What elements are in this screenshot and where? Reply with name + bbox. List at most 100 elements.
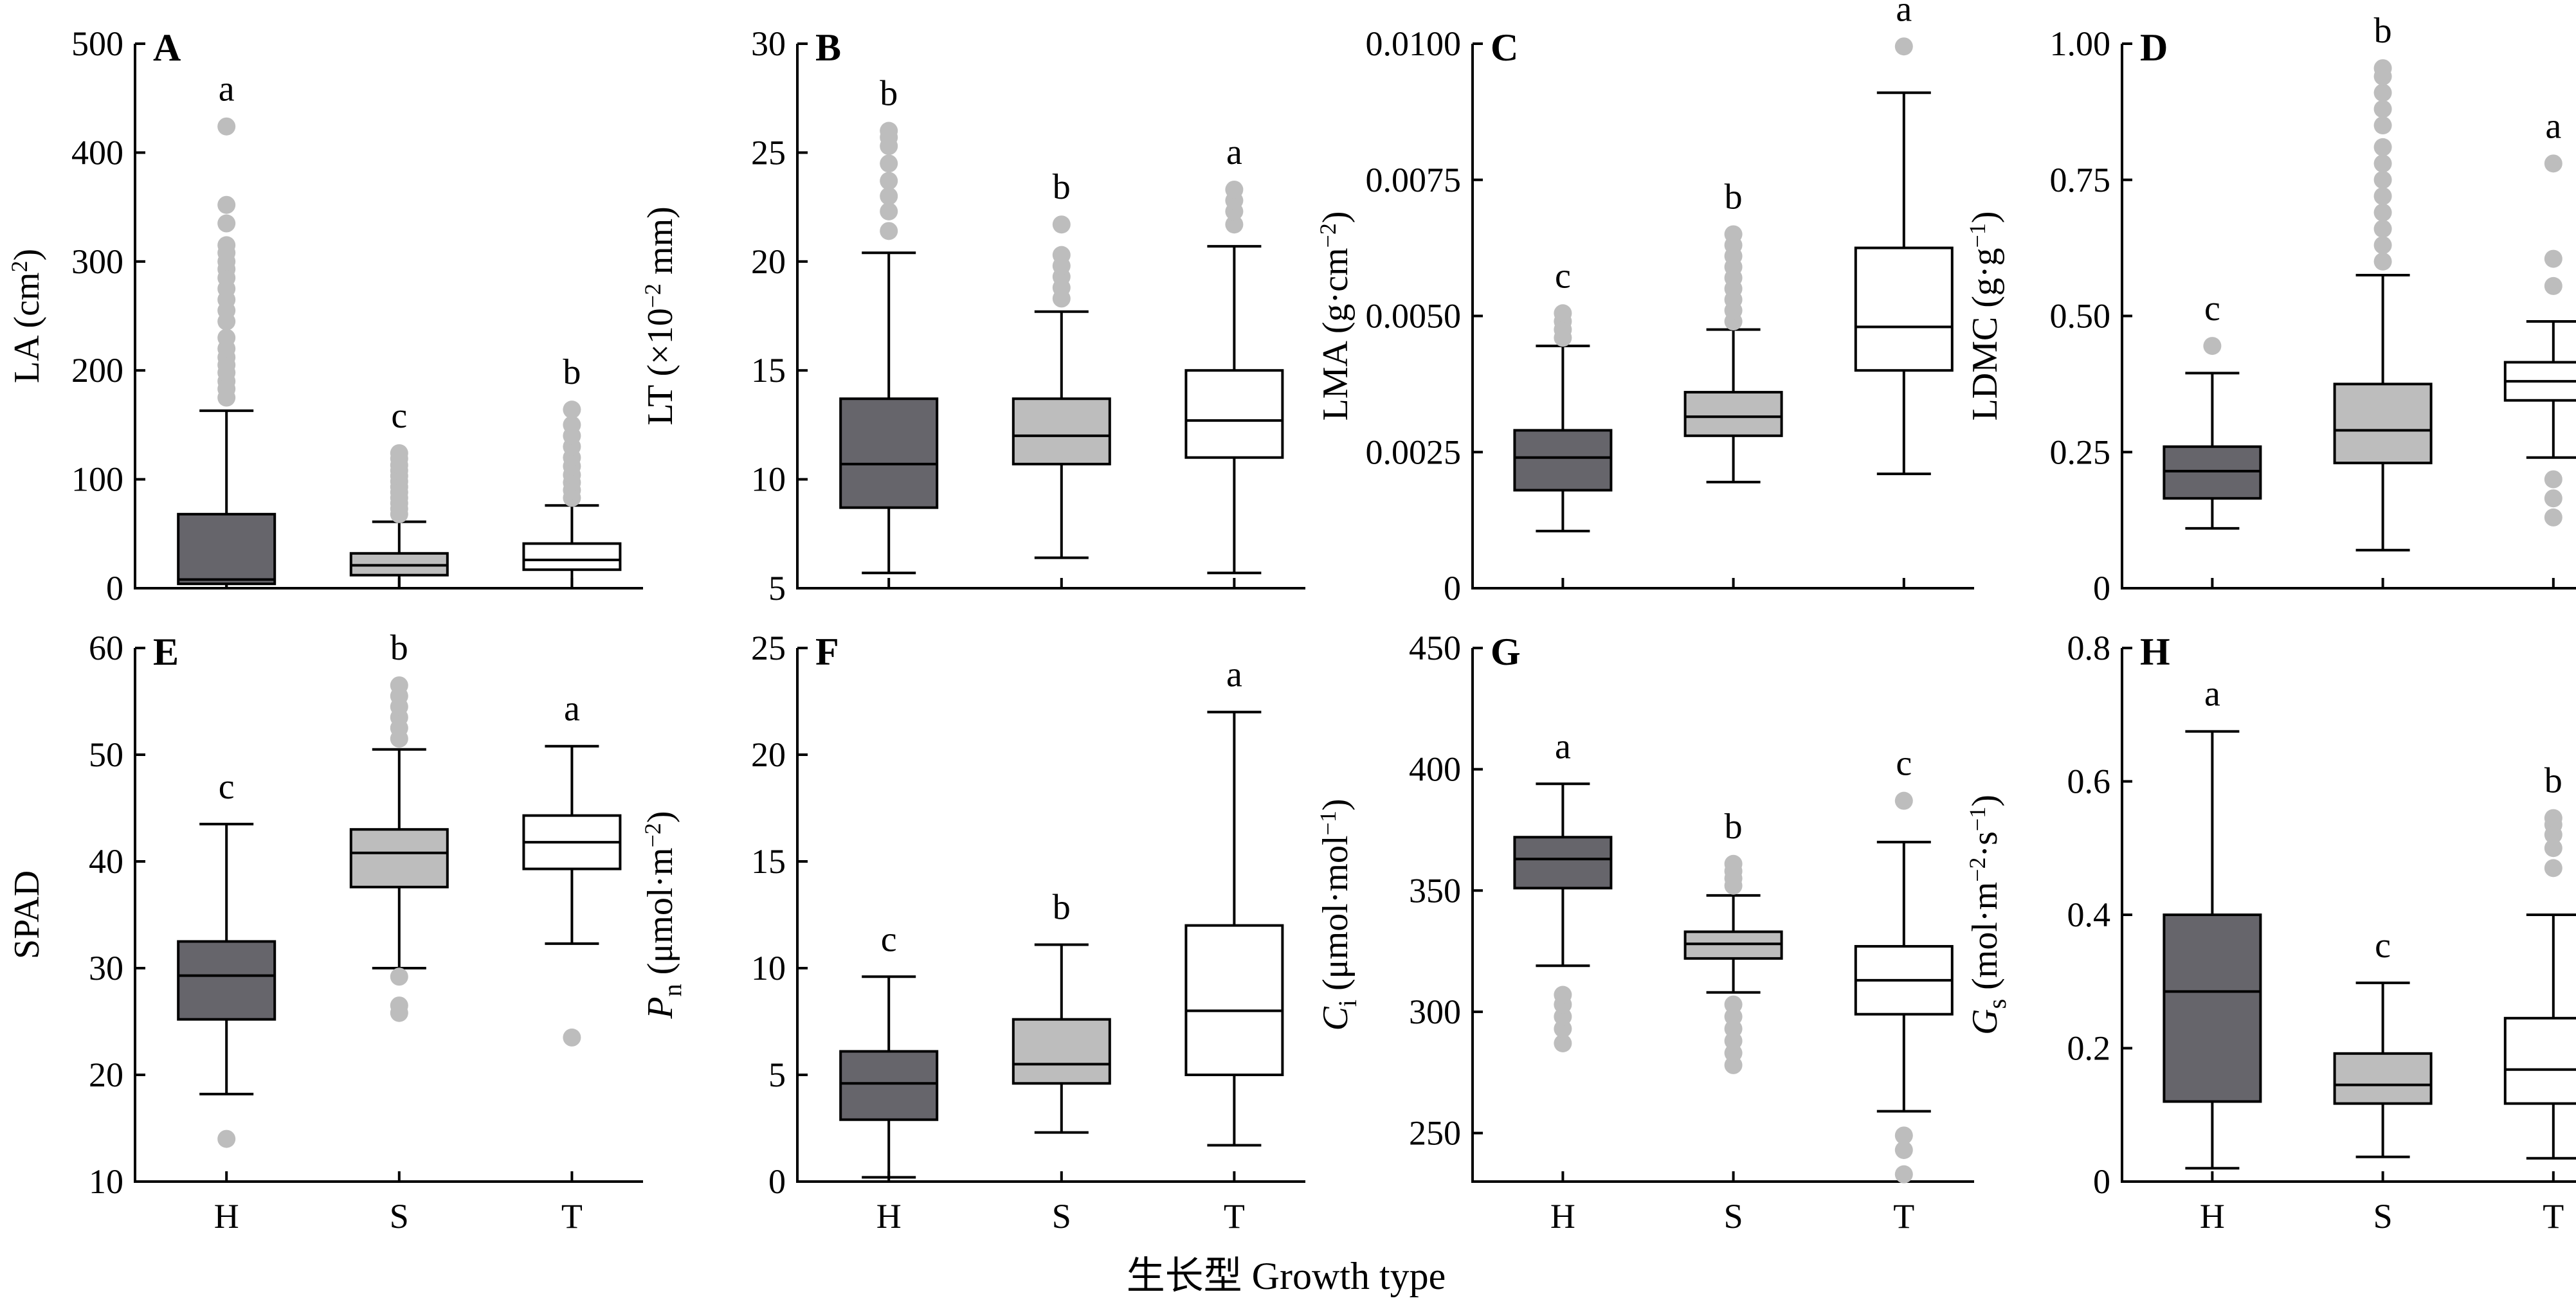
y-tick-label: 0.0025 — [1366, 433, 1462, 471]
outlier-point — [1052, 246, 1071, 264]
x-tick-label: H — [876, 1197, 902, 1236]
outlier-point — [563, 1028, 581, 1047]
y-tick-label: 0 — [1444, 569, 1461, 608]
y-tick-label: 10 — [89, 1162, 123, 1201]
panel-letter: A — [153, 26, 181, 69]
significance-letter: c — [391, 396, 407, 436]
y-axis-label: LT (×10−2 mm) — [640, 206, 680, 426]
outlier-point — [1225, 215, 1244, 234]
outlier-point — [1724, 225, 1743, 244]
outlier-point — [217, 236, 236, 255]
significance-letter: a — [564, 689, 580, 729]
iqr-box — [1011, 397, 1111, 465]
y-tick-label: 400 — [1409, 750, 1461, 789]
significance-letter: a — [1226, 132, 1242, 172]
y-tick-label: 15 — [751, 351, 786, 390]
significance-letter: b — [563, 352, 581, 392]
outlier-point — [217, 214, 236, 233]
y-axis-label: SPAD — [7, 870, 47, 959]
box-t: bT — [2503, 761, 2576, 1236]
box-s: c — [349, 396, 449, 590]
iqr-box — [839, 397, 939, 509]
outlier-point — [2373, 170, 2392, 189]
y-axis-label: Gs (mol·m−2·s−1) — [1964, 795, 2011, 1035]
y-tick-label: 0.75 — [2050, 161, 2111, 199]
y-tick-label: 10 — [751, 460, 786, 499]
panel-letter: C — [1491, 26, 1518, 69]
outlier-point — [1894, 1126, 1913, 1145]
outlier-point — [880, 187, 898, 206]
box-t: a — [1184, 132, 1284, 588]
outlier-point — [2373, 203, 2392, 222]
y-tick-label: 10 — [751, 949, 786, 987]
x-tick-label: S — [1724, 1197, 1743, 1236]
significance-letter: c — [1896, 744, 1912, 784]
x-tick-label: S — [390, 1197, 409, 1236]
y-tick-label: 0.6 — [2067, 762, 2111, 801]
outlier-point — [390, 444, 408, 462]
outlier-point — [1894, 37, 1913, 56]
box-h: aH — [1513, 726, 1613, 1236]
box-t: a — [1854, 0, 1954, 588]
x-tick-label: T — [1893, 1197, 1914, 1236]
outlier-point — [2373, 138, 2392, 156]
axis-frame — [2121, 44, 2576, 590]
outlier-point — [1894, 1140, 1913, 1159]
iqr-box — [1184, 924, 1284, 1076]
outlier-point — [1724, 854, 1743, 873]
iqr-box — [1011, 1018, 1111, 1085]
significance-letter: a — [2204, 674, 2220, 714]
y-axis-label: LDMC (g·g−1) — [1964, 211, 2005, 420]
y-tick-label: 0 — [768, 1162, 786, 1201]
iqr-box — [839, 1050, 939, 1121]
iqr-box — [349, 828, 449, 888]
iqr-box — [522, 542, 622, 572]
outlier-point — [563, 401, 581, 419]
box-h: aH — [2163, 674, 2262, 1236]
significance-letter: b — [1725, 807, 1743, 847]
iqr-box — [177, 940, 277, 1021]
y-tick-label: 0.25 — [2050, 433, 2111, 471]
y-tick-label: 400 — [71, 133, 123, 172]
outlier-point — [1225, 180, 1244, 199]
panel-a: 0 100 200 300 400 500 A LA (cm2) a c b — [6, 24, 643, 608]
outlier-point — [2544, 470, 2562, 489]
box-t: b — [522, 352, 622, 590]
significance-letter: c — [2375, 926, 2391, 966]
outlier-point — [1894, 791, 1913, 810]
y-tick-label: 1.00 — [2050, 24, 2111, 63]
y-axis-label: Pn (μmol·m−2) — [640, 811, 687, 1019]
x-tick-label: T — [1224, 1197, 1245, 1236]
y-tick-label: 0 — [2093, 569, 2110, 608]
outlier-point — [2373, 100, 2392, 118]
y-tick-label: 0.0075 — [1366, 161, 1462, 199]
axis-frame — [1471, 648, 1974, 1183]
y-tick-label: 40 — [89, 842, 123, 881]
y-tick-label: 450 — [1409, 629, 1461, 667]
panel-letter: F — [815, 631, 839, 673]
box-s: bS — [1683, 807, 1783, 1236]
box-s: cS — [2333, 926, 2433, 1236]
y-tick-label: 0.50 — [2050, 297, 2111, 336]
y-tick-label: 30 — [89, 949, 123, 987]
outlier-point — [2544, 809, 2562, 827]
outlier-point — [2544, 839, 2562, 858]
y-tick-label: 0 — [2093, 1162, 2110, 1201]
box-s: bS — [349, 628, 449, 1236]
significance-letter: a — [219, 69, 235, 109]
panel-b: 5 10 15 20 25 30 B LT (×10−2 mm) b b a — [640, 24, 1305, 608]
iqr-box — [2503, 1016, 2576, 1105]
outlier-point — [217, 195, 236, 214]
outlier-point — [2203, 337, 2222, 356]
outlier-point — [2373, 236, 2392, 255]
box-s: b — [1011, 167, 1111, 588]
significance-letter: c — [219, 767, 235, 807]
y-tick-label: 20 — [89, 1056, 123, 1094]
significance-letter: b — [2544, 761, 2562, 801]
outlier-point — [2544, 154, 2562, 173]
outlier-point — [880, 172, 898, 190]
y-tick-label: 25 — [751, 629, 786, 667]
panel-c: 0 0.0025 0.0050 0.0075 0.0100 C LMA (g·cm−2) c b… — [1315, 0, 1974, 608]
box-t: a — [2503, 106, 2576, 588]
